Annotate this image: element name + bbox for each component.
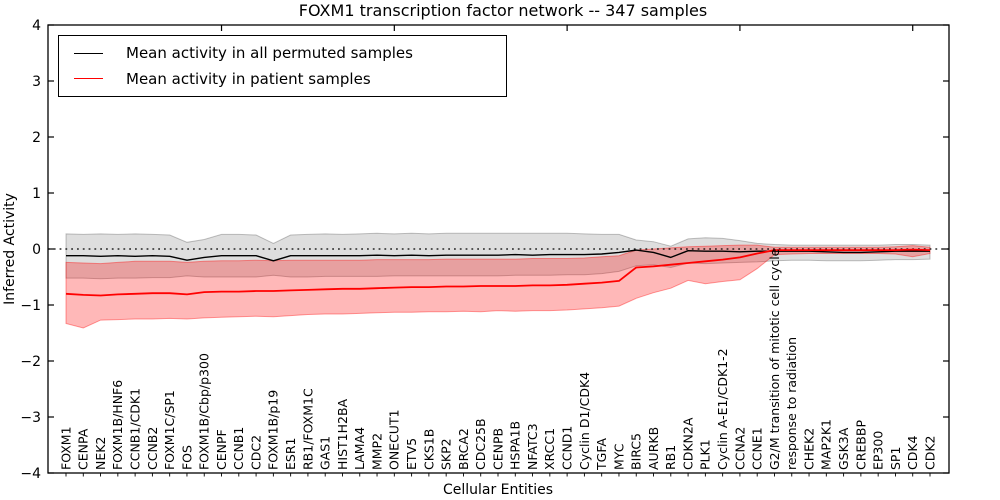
- x-tick-label: FOXM1B/p19: [266, 390, 281, 470]
- x-tick-label: TGFA: [594, 438, 609, 471]
- x-tick-label: RB1/FOXM1C: [300, 388, 315, 470]
- x-tick-label: MYC: [611, 443, 626, 470]
- legend-label-permuted: Mean activity in all permuted samples: [126, 44, 413, 62]
- x-tick-label: FOXM1C/SP1: [162, 390, 177, 470]
- permuted-line-swatch-icon: [74, 52, 103, 54]
- x-tick-label: CENPB: [490, 428, 505, 470]
- x-tick-label: HSPA1B: [508, 421, 523, 470]
- x-tick-label: HIST1H2BA: [335, 398, 350, 470]
- x-tick-label: G2/M transition of mitotic cell cycle: [767, 248, 782, 470]
- x-tick-label: CDK4: [905, 435, 920, 470]
- x-tick-label: ETV5: [404, 438, 419, 470]
- x-tick-label: CENPF: [214, 429, 229, 470]
- x-tick-label: FOXM1: [58, 426, 73, 470]
- y-tick-label: 1: [32, 186, 41, 202]
- x-tick-label: ESR1: [283, 438, 298, 470]
- x-tick-label: LAMA4: [352, 427, 367, 470]
- x-tick-label: CCNE1: [750, 427, 765, 470]
- x-tick-label: CENPA: [76, 428, 91, 470]
- series-line-patient: [65, 248, 931, 297]
- y-tick-label: 2: [32, 130, 41, 146]
- x-tick-label: GSK3A: [836, 427, 851, 470]
- y-tick-label: −4: [20, 466, 41, 482]
- x-tick-label: CDC25B: [473, 418, 488, 470]
- x-tick-label: CREBBP: [853, 420, 868, 470]
- legend-row-permuted: Mean activity in all permuted samples: [74, 45, 506, 62]
- x-tick-label: CCNB2: [145, 427, 160, 470]
- x-tick-label: SKP2: [439, 438, 454, 470]
- x-tick-label: GAS1: [318, 436, 333, 470]
- x-tick-label: CCND1: [559, 426, 574, 470]
- x-axis-label: Cellular Entities: [443, 482, 553, 498]
- y-tick-label: 0: [32, 242, 41, 258]
- x-tick-label: FOXM1B/Cbp/p300: [197, 353, 212, 470]
- x-tick-label: CKS1B: [421, 429, 436, 470]
- legend-label-patient: Mean activity in patient samples: [126, 69, 371, 88]
- confidence-band-permuted: [65, 232, 931, 280]
- x-tick-label: ONECUT1: [387, 409, 402, 470]
- x-tick-label: CCNB1/CDK1: [127, 388, 142, 470]
- x-tick-label: BRCA2: [456, 428, 471, 470]
- y-tick-label: −1: [20, 298, 41, 314]
- x-tick-label: BIRC5: [629, 433, 644, 470]
- y-tick-label: −3: [20, 410, 41, 426]
- x-tick-label: MMP2: [369, 433, 384, 470]
- legend-row-patient: Mean activity in patient samples: [74, 69, 506, 88]
- x-tick-label: Cyclin A-E1/CDK1-2: [715, 348, 730, 470]
- x-tick-label: response to radiation: [784, 337, 799, 470]
- x-tick-label: EP300: [871, 431, 886, 470]
- x-tick-label: CHEK2: [801, 428, 816, 470]
- x-tick-label: FOXM1B/HNF6: [110, 380, 125, 470]
- x-tick-label: XRCC1: [542, 428, 557, 470]
- x-tick-label: SP1: [888, 447, 903, 470]
- x-tick-label: MAP2K1: [819, 419, 834, 470]
- chart-title: FOXM1 transcription factor network -- 34…: [299, 1, 707, 20]
- series-line-permuted: [66, 249, 930, 262]
- x-tick-label: CCNB1: [231, 427, 246, 470]
- x-tick-label: CCNA2: [732, 427, 747, 470]
- x-tick-label: NEK2: [93, 437, 108, 470]
- x-tick-label: FOS: [179, 445, 194, 470]
- y-tick-label: 3: [32, 74, 41, 90]
- x-tick-label: NFATC3: [525, 423, 540, 470]
- x-tick-label: Cyclin D1/CDK4: [577, 372, 592, 470]
- chart-legend: Mean activity in all permuted samples Me…: [58, 35, 507, 97]
- x-tick-label: CDK2: [922, 435, 937, 470]
- y-axis-label: Inferred Activity: [2, 193, 18, 305]
- y-tick-label: −2: [20, 354, 41, 370]
- patient-line-swatch-icon: [74, 78, 103, 80]
- y-tick-label: 4: [32, 18, 41, 34]
- x-tick-label: AURKB: [646, 427, 661, 470]
- x-tick-label: PLK1: [698, 439, 713, 470]
- x-tick-label: CDKN2A: [680, 417, 695, 470]
- x-tick-label: CDC2: [248, 435, 263, 470]
- x-tick-label: RB1: [663, 445, 678, 470]
